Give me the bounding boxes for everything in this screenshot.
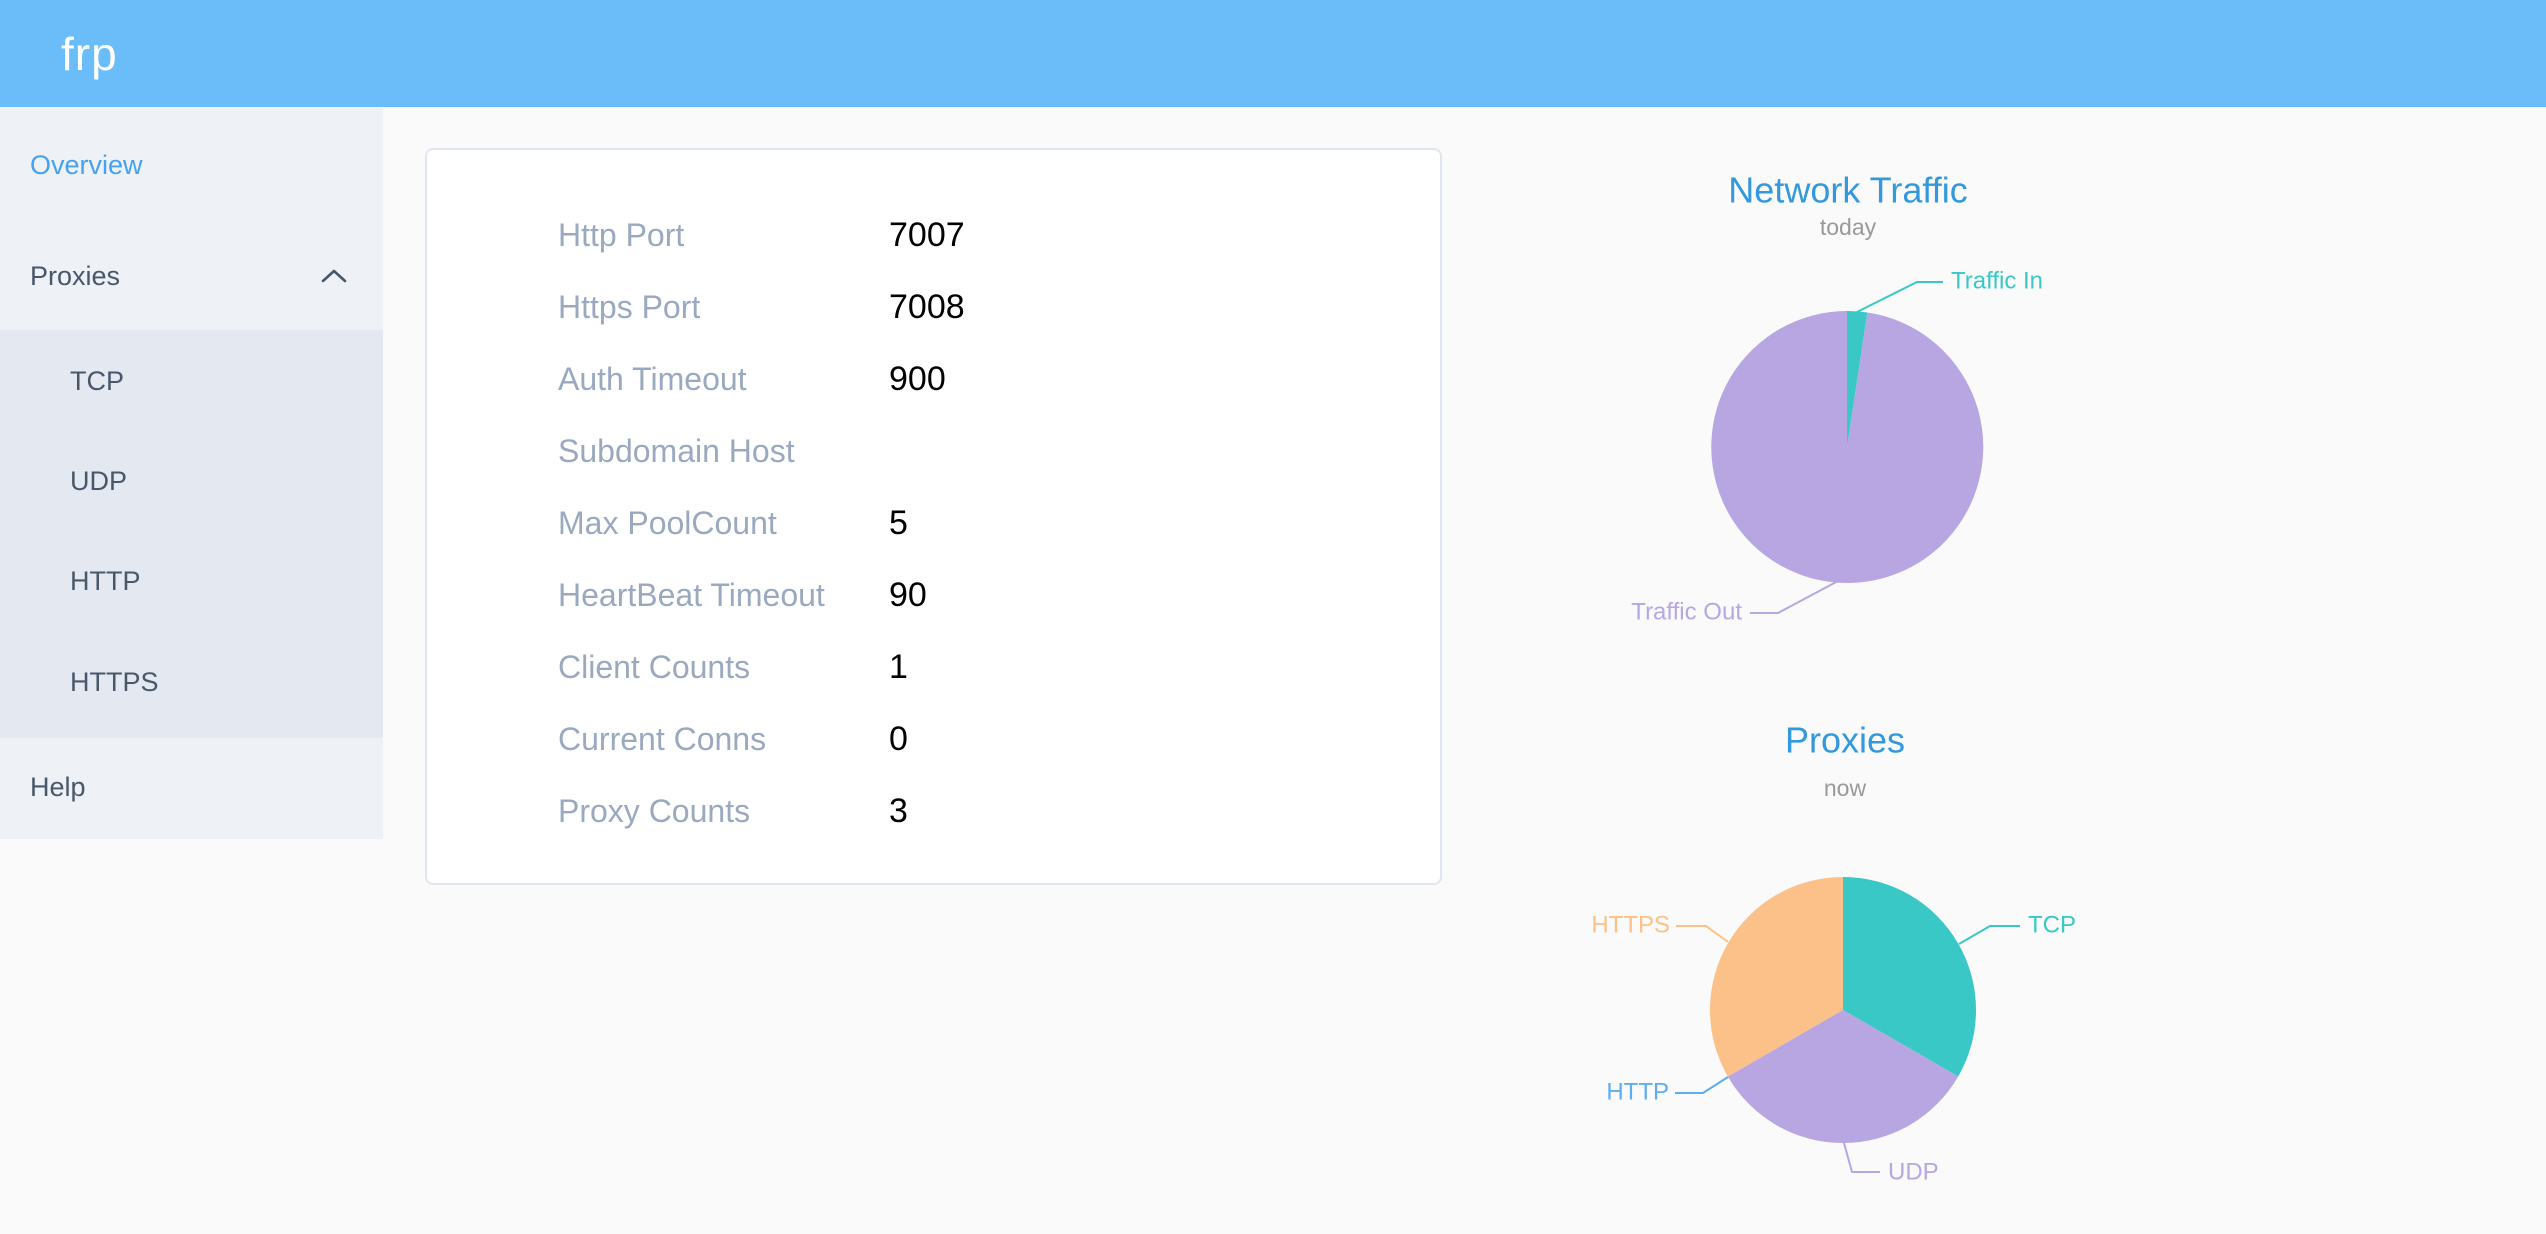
config-value: 900 [889,359,946,398]
sidebar-item-tcp[interactable]: TCP [0,345,383,417]
chevron-up-icon [321,269,347,283]
pie-label-http: HTTP [1606,1079,1669,1106]
config-row: Current Conns 0 [427,703,1440,775]
pie-label-line-tcp [1958,925,2020,945]
pie-label-https: HTTPS [1591,912,1670,939]
pie-label-line-traffic-in [1856,281,1943,313]
pie-slice-udp[interactable] [1727,1010,1959,1144]
config-row: Proxy Counts 3 [427,775,1440,847]
chart-subtitle: now [1824,775,1867,801]
sidebar-item-https[interactable]: HTTPS [0,646,383,718]
pie-label-traffic-in: Traffic In [1951,268,2043,295]
sidebar-item-label: UDP [70,465,128,496]
config-row: Http Port 7007 [427,199,1440,271]
pie-slice-traffic-in[interactable] [1847,310,1868,447]
config-row: Max PoolCount 5 [427,487,1440,559]
config-value: 3 [889,791,908,830]
config-row: Client Counts 1 [427,631,1440,703]
config-label: Current Conns [558,720,767,757]
pie-slice-tcp[interactable] [1843,877,1977,1077]
sidebar-item-label: Overview [30,149,143,180]
pie-label-line-http [1675,1076,1729,1094]
chart-title: Network Traffic [1728,170,1967,211]
config-row: Subdomain Host [427,415,1440,487]
sidebar-item-label: TCP [70,365,124,396]
pie-label-udp: UDP [1888,1159,1939,1186]
pie-label-line-udp [1843,1142,1880,1173]
config-value: 7008 [889,287,965,326]
sidebar-item-label: HTTP [70,565,141,596]
pie-label-line-https [1676,925,1729,943]
proxies-submenu: TCP UDP HTTP HTTPS [0,330,383,738]
config-row: Https Port 7008 [427,271,1440,343]
chart-subtitle: today [1820,214,1877,240]
pie-slice-traffic-out[interactable] [1711,311,1984,583]
pie-slice-https[interactable] [1709,877,1843,1077]
config-label: HeartBeat Timeout [558,576,825,613]
config-value: 0 [889,719,908,758]
pie-label-line-traffic-out [1750,580,1839,614]
app-logo: frp [61,27,118,80]
config-label: Subdomain Host [558,432,795,469]
sidebar-item-udp[interactable]: UDP [0,445,383,517]
config-row: HeartBeat Timeout 90 [427,559,1440,631]
config-value: 7007 [889,215,965,254]
config-label: Auth Timeout [558,360,747,397]
chart-title: Proxies [1785,720,1905,761]
sidebar-item-proxies[interactable]: Proxies [0,240,383,312]
pie-label-tcp: TCP [2028,912,2076,939]
config-value: 90 [889,575,927,614]
config-label: Https Port [558,288,701,325]
sidebar-item-http[interactable]: HTTP [0,545,383,617]
sidebar-item-label: Help [30,771,86,802]
pie-label-traffic-out: Traffic Out [1631,599,1742,626]
config-row: Auth Timeout 900 [427,343,1440,415]
sidebar-item-help[interactable]: Help [0,751,383,823]
config-label: Http Port [558,216,685,253]
config-value: 5 [889,503,908,542]
sidebar-item-label: Proxies [30,260,121,291]
server-info-card: Http Port 7007 Https Port 7008 Auth Timeout 9… [425,148,1442,885]
app-header: frp [0,0,2546,107]
sidebar-menu: Overview Proxies TCP UDP HTTP HTTPS Help [0,107,383,839]
config-label: Proxy Counts [558,792,751,829]
config-value: 1 [889,647,908,686]
config-label: Client Counts [558,648,751,685]
sidebar-item-label: HTTPS [70,666,159,697]
config-label: Max PoolCount [558,504,777,541]
sidebar-item-overview[interactable]: Overview [0,129,383,201]
